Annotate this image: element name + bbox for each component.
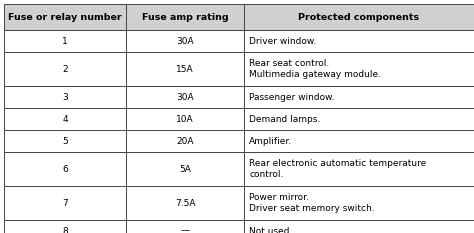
Bar xyxy=(126,220,244,233)
Bar xyxy=(4,130,126,152)
Text: 5: 5 xyxy=(62,137,68,145)
Bar xyxy=(244,4,474,30)
Text: Power mirror.
Driver seat memory switch.: Power mirror. Driver seat memory switch. xyxy=(249,193,374,213)
Bar xyxy=(4,30,126,52)
Text: Not used.: Not used. xyxy=(249,226,292,233)
Bar xyxy=(126,130,244,152)
Bar xyxy=(4,4,126,30)
Text: 30A: 30A xyxy=(176,37,194,45)
Text: 15A: 15A xyxy=(176,65,194,73)
Text: Fuse amp rating: Fuse amp rating xyxy=(142,13,228,21)
Bar xyxy=(244,108,474,130)
Bar xyxy=(126,108,244,130)
Bar xyxy=(244,130,474,152)
Bar xyxy=(244,186,474,220)
Bar xyxy=(126,152,244,186)
Text: 3: 3 xyxy=(62,93,68,102)
Bar xyxy=(244,30,474,52)
Bar xyxy=(244,152,474,186)
Text: 7.5A: 7.5A xyxy=(175,199,195,208)
Text: 7: 7 xyxy=(62,199,68,208)
Text: 10A: 10A xyxy=(176,114,194,123)
Text: Rear electronic automatic temperature
control.: Rear electronic automatic temperature co… xyxy=(249,159,426,179)
Text: Driver window.: Driver window. xyxy=(249,37,316,45)
Text: Protected components: Protected components xyxy=(299,13,419,21)
Bar xyxy=(244,86,474,108)
Text: 30A: 30A xyxy=(176,93,194,102)
Text: 20A: 20A xyxy=(176,137,194,145)
Bar xyxy=(126,86,244,108)
Text: Rear seat control.
Multimedia gateway module.: Rear seat control. Multimedia gateway mo… xyxy=(249,59,381,79)
Bar xyxy=(126,186,244,220)
Text: 2: 2 xyxy=(62,65,68,73)
Bar xyxy=(244,220,474,233)
Bar xyxy=(126,30,244,52)
Bar xyxy=(244,52,474,86)
Text: —: — xyxy=(181,226,190,233)
Text: 6: 6 xyxy=(62,164,68,174)
Bar xyxy=(4,220,126,233)
Text: Demand lamps.: Demand lamps. xyxy=(249,114,320,123)
Bar xyxy=(4,152,126,186)
Bar xyxy=(126,4,244,30)
Bar xyxy=(4,108,126,130)
Text: 5A: 5A xyxy=(179,164,191,174)
Bar xyxy=(126,52,244,86)
Text: 4: 4 xyxy=(62,114,68,123)
Bar xyxy=(4,186,126,220)
Text: 1: 1 xyxy=(62,37,68,45)
Bar xyxy=(4,52,126,86)
Text: Amplifier.: Amplifier. xyxy=(249,137,292,145)
Text: Fuse or relay number: Fuse or relay number xyxy=(8,13,122,21)
Bar xyxy=(4,86,126,108)
Text: 8: 8 xyxy=(62,226,68,233)
Text: Passenger window.: Passenger window. xyxy=(249,93,335,102)
